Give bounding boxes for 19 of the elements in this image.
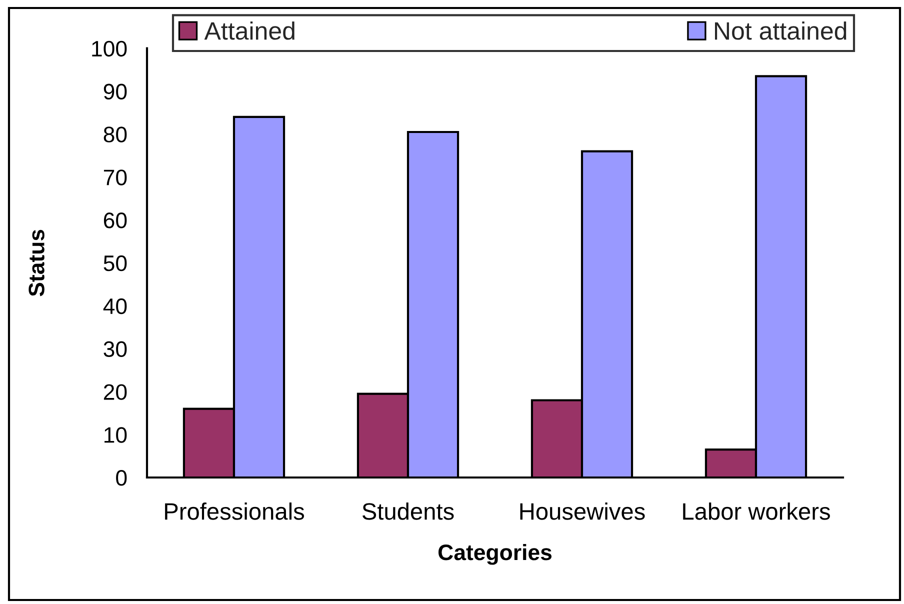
legend-label: Attained	[204, 21, 294, 40]
y-tick-label: 10	[104, 427, 127, 443]
y-tick-label: 80	[104, 126, 127, 142]
y-tick-label: 50	[104, 255, 127, 272]
y-tick-label: 100	[92, 40, 127, 57]
y-tick-label: 70	[104, 170, 127, 186]
x-tick-label: Professionals	[165, 502, 304, 520]
y-tick-label: 40	[103, 298, 127, 314]
x-axis-title: Categories	[438, 544, 552, 565]
y-tick-label: 20	[104, 384, 127, 400]
y-tick-label: 30	[104, 341, 127, 358]
x-tick-label: Labor workers	[683, 502, 830, 520]
x-tick-label: Housewives	[520, 502, 645, 520]
y-axis-title: Status	[28, 230, 44, 296]
y-tick-label: 90	[104, 84, 127, 100]
legend-label: Not attained	[714, 21, 846, 40]
x-tick-label: Students	[362, 502, 454, 520]
y-tick-label: 60	[104, 212, 127, 228]
y-tick-label: 0	[116, 470, 127, 486]
